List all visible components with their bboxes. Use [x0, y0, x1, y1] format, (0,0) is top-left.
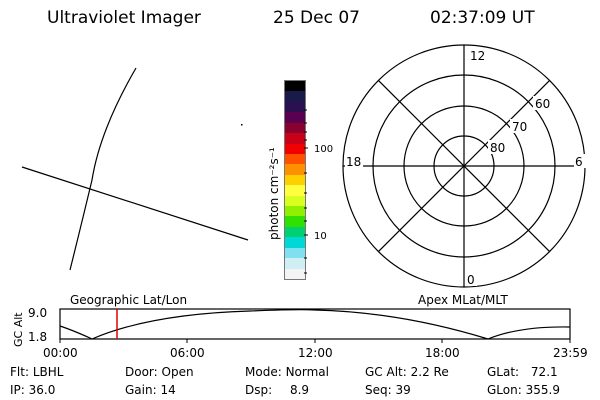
- lat-label-70: 70: [512, 120, 527, 134]
- y-tick-1-8: 1.8: [28, 330, 47, 344]
- colorbar-swatch: [285, 216, 305, 227]
- colorbar-swatch: [285, 143, 305, 154]
- colorbar-swatch: [285, 153, 305, 165]
- colorbar-swatch: [285, 258, 305, 269]
- colorbar-swatch: [285, 226, 305, 238]
- info-mode: Mode: Normal: [245, 365, 329, 379]
- colorbar-swatch: [285, 237, 305, 248]
- instrument-title: Ultraviolet Imager: [47, 8, 201, 28]
- polar-dial: 12 0 18 6 60 70 80: [342, 44, 586, 288]
- colorbar-swatch: [285, 268, 305, 280]
- altitude-timeline: GC Alt 9.0 1.8 00:00 06:00 12:00 18:00 2…: [12, 306, 588, 360]
- colorbar-swatch: [285, 101, 305, 113]
- colorbar-tick-100: 100: [314, 144, 333, 155]
- time-label: 02:37:09 UT: [430, 8, 535, 28]
- longitude-grid-line: [69, 67, 137, 271]
- y-tick-9-0: 9.0: [28, 306, 47, 320]
- apex-mlat-mlt-label: Apex MLat/MLT: [418, 293, 508, 307]
- info-ip: IP: 36.0: [10, 383, 56, 397]
- x-tick-0000: 00:00: [43, 346, 78, 360]
- info-seq: Seq: 39: [365, 383, 411, 397]
- colorbar: [284, 80, 306, 280]
- mlt-label-6: 6: [575, 155, 583, 169]
- colorbar-swatch: [285, 122, 305, 134]
- colorbar-swatch: [285, 133, 305, 144]
- colorbar-swatch: [285, 174, 305, 186]
- colorbar-swatch: [285, 91, 305, 102]
- info-glon: GLon: 355.9: [487, 383, 560, 397]
- colorbar-label-container: photon cm⁻²s⁻¹: [267, 147, 281, 240]
- colorbar-swatch: [285, 185, 305, 196]
- colorbar-units-label: photon cm⁻²s⁻¹: [267, 147, 281, 240]
- x-tick-1200: 12:00: [298, 346, 333, 360]
- info-flt: Flt: LBHL: [10, 365, 64, 379]
- colorbar-swatch: [285, 247, 305, 259]
- colorbar-tick-10: 10: [314, 231, 327, 242]
- date-label: 25 Dec 07: [273, 8, 360, 28]
- geographic-latlon-label: Geographic Lat/Lon: [70, 293, 188, 307]
- info-gc-alt: GC Alt: 2.2 Re: [365, 365, 449, 379]
- lat-label-80: 80: [490, 141, 505, 155]
- colorbar-axis: 100 10: [304, 109, 333, 274]
- altitude-curve: [59, 309, 571, 340]
- x-tick-0600: 06:00: [170, 346, 205, 360]
- info-glat: GLat: 72.1: [487, 365, 558, 379]
- colorbar-swatch: [285, 164, 305, 175]
- colorbar-swatch: [285, 112, 305, 123]
- polar-meridian-diagonal-2: [377, 79, 551, 253]
- x-tick-1800: 18:00: [425, 346, 460, 360]
- colorbar-swatch: [285, 206, 305, 217]
- mlt-label-12: 12: [470, 49, 485, 63]
- info-dsp: Dsp: 8.9: [245, 383, 310, 397]
- colorbar-swatch: [285, 81, 305, 92]
- x-tick-2359: 23:59: [553, 346, 588, 360]
- mlt-label-0: 0: [467, 273, 475, 287]
- geographic-map-panel: [21, 67, 249, 271]
- mlt-label-18: 18: [346, 155, 361, 169]
- latitude-grid-line: [21, 166, 249, 241]
- map-dot: [241, 124, 243, 126]
- info-door: Door: Open: [125, 365, 194, 379]
- info-gain: Gain: 14: [125, 383, 176, 397]
- lat-label-60: 60: [535, 97, 550, 111]
- gc-alt-axis-title: GC Alt: [12, 312, 25, 347]
- colorbar-swatch: [285, 195, 305, 207]
